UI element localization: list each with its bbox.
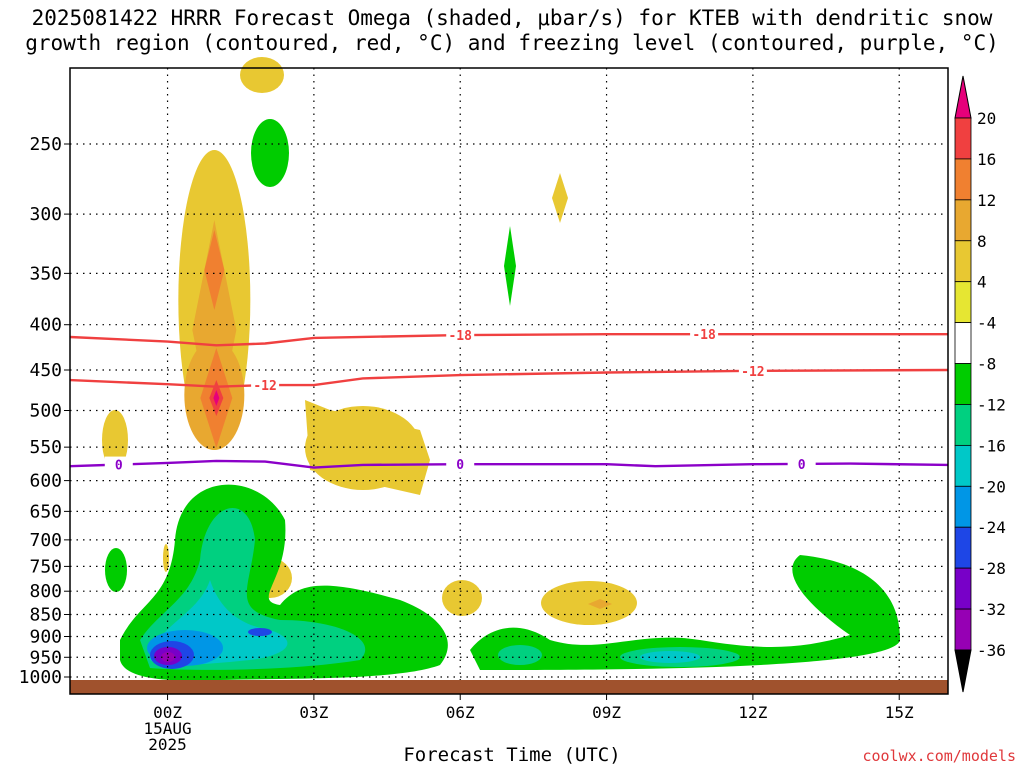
colorbar-segment — [954, 240, 972, 283]
colorbar-label: -16 — [977, 436, 1006, 455]
y-tick-label: 700 — [29, 530, 62, 551]
y-tick-label: 350 — [29, 263, 62, 284]
colorbar-label: -24 — [977, 518, 1006, 537]
colorbar-label: 4 — [977, 273, 987, 292]
x-tick-label: 12Z — [738, 703, 767, 722]
colorbar-label: -12 — [977, 395, 1006, 414]
colorbar-top-arrow — [954, 75, 972, 119]
y-tick-label: 900 — [29, 626, 62, 647]
colorbar-label: 8 — [977, 232, 987, 251]
contour-label-bg — [738, 362, 767, 379]
y-tick-label: 450 — [29, 360, 62, 381]
y-tick-label: 550 — [29, 437, 62, 458]
colorbar-segment — [954, 567, 972, 610]
colorbar-label: -4 — [977, 314, 996, 333]
colorbar-label: -32 — [977, 600, 1006, 619]
omega-blob — [204, 230, 225, 310]
colorbar-segment — [954, 404, 972, 446]
colorbar-segment — [954, 363, 972, 405]
contour-label: -18 — [692, 328, 716, 343]
plot-frame — [69, 67, 949, 695]
x-tick-label: 09Z — [592, 703, 621, 722]
x-tick-label: 06Z — [446, 703, 475, 722]
omega-shading — [102, 57, 900, 681]
colorbar-segment — [954, 608, 972, 651]
omega-blob — [541, 581, 637, 625]
colorbar-label: 20 — [977, 109, 996, 128]
colorbar-label: -20 — [977, 477, 1006, 496]
omega-blob — [498, 645, 542, 665]
colorbar-segment — [954, 322, 972, 364]
y-tick-label: 250 — [29, 134, 62, 155]
x-tick-label: 03Z — [299, 703, 328, 722]
colorbar-label: -28 — [977, 559, 1006, 578]
colorbar-label: 16 — [977, 150, 996, 169]
contour-label: -18 — [448, 329, 472, 344]
x-tick-label: 2025 — [148, 735, 187, 754]
contour-label: 0 — [456, 458, 464, 473]
omega-blob — [552, 173, 568, 223]
colorbar-segment — [954, 485, 972, 528]
y-tick-label: 750 — [29, 556, 62, 577]
y-tick-label: 500 — [29, 401, 62, 422]
omega-blob — [640, 651, 700, 663]
x-tick-label: 15AUG — [143, 719, 191, 738]
colorbar-label: -36 — [977, 641, 1006, 660]
contour-label-bg — [690, 326, 719, 343]
y-tick-label: 400 — [29, 315, 62, 336]
contour-label: 0 — [798, 458, 806, 473]
colorbar-segment — [954, 117, 972, 160]
contour-label-bg — [446, 327, 475, 344]
colorbar-label: 12 — [977, 191, 996, 210]
x-tick-label: 00Z — [153, 703, 182, 722]
omega-blob — [102, 410, 128, 470]
y-tick-label: 850 — [29, 605, 62, 626]
omega-blob — [251, 119, 289, 187]
contour-label: -12 — [741, 365, 764, 380]
contour-label: 0 — [115, 459, 123, 474]
contour-label-bg — [446, 456, 475, 473]
omega-blob — [442, 580, 482, 616]
contour-label-bg — [251, 377, 280, 394]
omega-blob — [240, 57, 284, 93]
colorbar-label: -8 — [977, 355, 996, 374]
y-tick-label: 650 — [29, 501, 62, 522]
colorbar-segment — [954, 281, 972, 324]
y-tick-label: 800 — [29, 581, 62, 602]
colorbar-bottom-arrow — [954, 649, 972, 693]
y-tick-label: 1000 — [19, 667, 62, 688]
colorbar-segment — [954, 444, 972, 487]
y-tick-label: 600 — [29, 471, 62, 492]
colorbar-segment — [954, 199, 972, 242]
omega-blob — [305, 400, 430, 495]
x-axis-label: Forecast Time (UTC) — [403, 744, 621, 766]
omega-blob — [105, 548, 127, 592]
colorbar-segment — [954, 158, 972, 201]
y-tick-label: 300 — [29, 204, 62, 225]
chart-title: 2025081422 HRRR Forecast Omega (shaded, … — [25, 6, 999, 55]
contour-label: -12 — [253, 379, 276, 394]
omega-blob — [213, 390, 220, 406]
colorbar-segment — [954, 526, 972, 569]
contour-line — [69, 368, 949, 388]
contour-label-bg — [787, 455, 816, 472]
omega-blob — [248, 628, 272, 636]
omega-blob — [163, 544, 169, 572]
contour-line — [69, 459, 949, 469]
omega-blob — [504, 226, 516, 306]
y-tick-label: 950 — [29, 647, 62, 668]
site-credit: coolwx.com/models — [862, 747, 1016, 765]
x-tick-label: 15Z — [885, 703, 914, 722]
ground-strip — [70, 680, 948, 694]
contour-label-bg — [104, 456, 133, 473]
